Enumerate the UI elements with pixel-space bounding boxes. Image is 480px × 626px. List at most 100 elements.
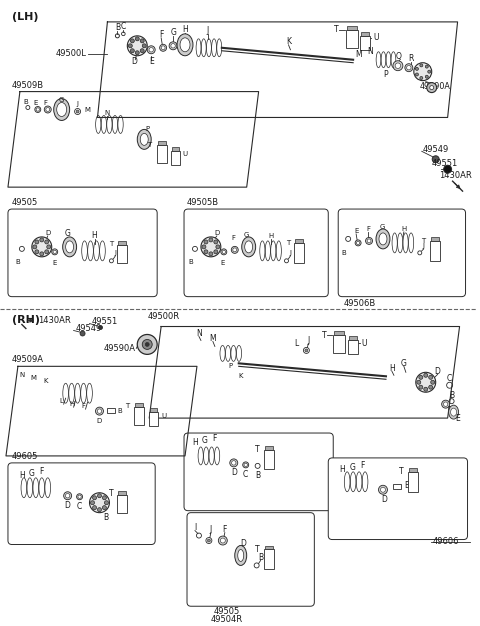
Bar	[360, 36, 370, 50]
Ellipse shape	[444, 402, 448, 406]
Text: M: M	[84, 106, 91, 113]
Text: U: U	[182, 151, 187, 157]
Bar	[158, 141, 166, 145]
Ellipse shape	[243, 462, 249, 468]
Circle shape	[128, 44, 132, 48]
Text: F: F	[44, 100, 48, 106]
Text: D: D	[240, 539, 246, 548]
Text: C: C	[447, 374, 452, 382]
Bar	[264, 550, 274, 570]
FancyBboxPatch shape	[338, 209, 466, 297]
Circle shape	[80, 331, 85, 336]
Circle shape	[419, 385, 423, 389]
Ellipse shape	[77, 494, 83, 500]
Text: F: F	[360, 461, 364, 470]
FancyBboxPatch shape	[187, 513, 314, 606]
Bar	[294, 243, 304, 263]
Circle shape	[131, 49, 134, 53]
Text: H: H	[19, 471, 25, 480]
Ellipse shape	[52, 249, 58, 255]
Ellipse shape	[78, 495, 81, 498]
Ellipse shape	[221, 249, 227, 255]
Text: 49500R: 49500R	[147, 312, 180, 321]
Text: F: F	[159, 30, 163, 39]
Ellipse shape	[231, 247, 238, 254]
Text: M: M	[31, 375, 37, 381]
Ellipse shape	[220, 538, 225, 543]
Ellipse shape	[238, 550, 244, 562]
Text: C: C	[243, 470, 248, 480]
Text: B: B	[255, 471, 260, 480]
Ellipse shape	[379, 485, 387, 495]
Ellipse shape	[66, 241, 73, 253]
Ellipse shape	[430, 86, 434, 90]
Bar	[264, 446, 273, 450]
Circle shape	[105, 501, 108, 505]
Text: 49551: 49551	[92, 317, 118, 326]
Text: H: H	[401, 226, 407, 232]
Circle shape	[131, 39, 134, 43]
Bar	[150, 408, 157, 412]
Circle shape	[207, 539, 210, 542]
Circle shape	[414, 63, 432, 81]
Circle shape	[127, 36, 147, 56]
Text: J: J	[77, 101, 79, 106]
Circle shape	[420, 76, 423, 80]
Text: G: G	[349, 463, 355, 473]
Bar	[348, 341, 358, 354]
Circle shape	[47, 245, 51, 249]
Ellipse shape	[366, 237, 372, 244]
Circle shape	[444, 165, 452, 173]
Text: H: H	[339, 465, 345, 475]
Text: I: I	[194, 523, 196, 532]
Ellipse shape	[65, 493, 70, 498]
Ellipse shape	[222, 250, 226, 254]
Text: 49606: 49606	[432, 537, 459, 546]
Text: T: T	[334, 26, 338, 34]
Circle shape	[429, 376, 432, 379]
Ellipse shape	[442, 400, 450, 408]
Text: 49590A: 49590A	[420, 82, 451, 91]
Bar	[295, 239, 303, 243]
Ellipse shape	[53, 250, 56, 254]
Circle shape	[90, 493, 109, 513]
Circle shape	[40, 238, 44, 242]
FancyBboxPatch shape	[8, 209, 157, 297]
Text: 49551: 49551	[432, 159, 458, 168]
Bar	[349, 336, 357, 341]
Circle shape	[201, 237, 221, 257]
Ellipse shape	[64, 492, 72, 500]
Circle shape	[214, 240, 218, 244]
Circle shape	[91, 501, 95, 505]
Circle shape	[102, 506, 107, 510]
Circle shape	[425, 75, 428, 78]
Text: Q: Q	[396, 52, 402, 61]
Text: 49549: 49549	[423, 145, 449, 154]
Circle shape	[429, 385, 432, 389]
Text: T: T	[286, 240, 290, 246]
Bar	[346, 30, 358, 48]
Text: F: F	[82, 403, 85, 409]
Circle shape	[93, 496, 96, 500]
Text: D: D	[132, 57, 137, 66]
Text: G: G	[202, 436, 208, 446]
Circle shape	[425, 65, 428, 68]
Text: D: D	[45, 230, 50, 236]
Text: G: G	[59, 96, 64, 103]
Text: T: T	[147, 142, 151, 148]
Text: E: E	[149, 57, 154, 66]
Bar	[430, 241, 440, 261]
Ellipse shape	[233, 248, 237, 252]
Circle shape	[40, 252, 44, 256]
Text: J: J	[289, 250, 291, 256]
Bar	[118, 245, 127, 263]
Text: E: E	[52, 260, 57, 266]
Bar	[119, 241, 126, 245]
Bar	[149, 412, 158, 426]
Circle shape	[45, 240, 48, 244]
Text: 49500L: 49500L	[56, 49, 86, 58]
Circle shape	[142, 44, 146, 48]
Ellipse shape	[449, 405, 458, 419]
Ellipse shape	[357, 241, 360, 245]
Ellipse shape	[245, 241, 252, 253]
